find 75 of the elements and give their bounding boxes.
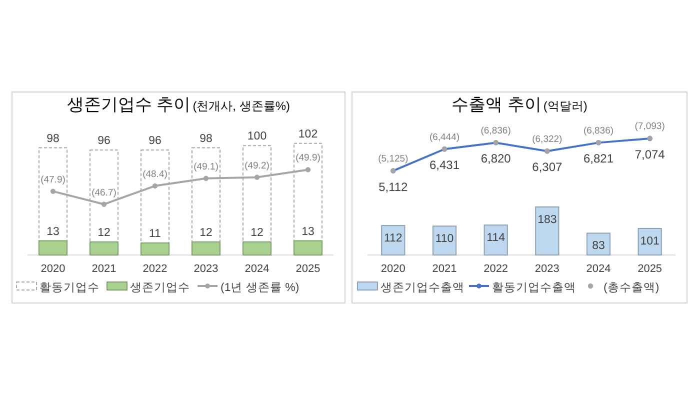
x-tick-label: 2020 xyxy=(40,263,66,275)
data-label: (6,444) xyxy=(429,132,460,143)
point xyxy=(50,188,56,194)
data-label: 6,821 xyxy=(583,152,614,166)
x-tick-label: 2025 xyxy=(296,263,320,275)
data-label: 114 xyxy=(486,232,506,244)
data-label: 183 xyxy=(538,214,557,226)
data-label: 101 xyxy=(640,235,660,248)
x-tick-label: 2021 xyxy=(92,263,116,275)
data-label: 12 xyxy=(98,226,110,239)
data-label: 112 xyxy=(384,232,402,245)
data-label: (6,836) xyxy=(480,125,511,136)
bar xyxy=(191,241,221,256)
x-tick-label: 2022 xyxy=(142,263,168,275)
data-label: (6,322) xyxy=(532,134,562,145)
data-label: 5,112 xyxy=(378,180,408,194)
bar xyxy=(484,224,508,256)
x-tick-label: 2025 xyxy=(638,263,662,275)
data-label: 11 xyxy=(149,228,161,240)
data-label: (7,093) xyxy=(634,121,665,132)
x-tick-label: 2022 xyxy=(484,263,508,275)
x-tick-label: 2021 xyxy=(432,263,457,275)
data-label: 7,074 xyxy=(634,148,666,162)
bar xyxy=(381,225,406,256)
data-label: (49.9) xyxy=(296,152,320,164)
legend-label: 활동기업수 xyxy=(40,282,100,294)
x-tick-label: 2023 xyxy=(194,263,218,275)
data-label: (46.7) xyxy=(92,187,116,198)
data-label: 13 xyxy=(302,226,314,238)
point xyxy=(152,183,158,189)
data-label: 13 xyxy=(46,226,60,238)
point xyxy=(203,176,209,181)
data-label: 6,820 xyxy=(480,152,512,166)
data-label: 83 xyxy=(592,240,605,252)
legend-label: 활동기업수출액 xyxy=(492,281,576,294)
point xyxy=(254,174,260,180)
legend-label: (총수출액) xyxy=(604,281,660,294)
x-tick-label: 2020 xyxy=(380,263,406,275)
bar xyxy=(293,240,323,256)
data-label: 110 xyxy=(435,233,454,246)
x-tick-label: 2024 xyxy=(586,263,611,275)
bar xyxy=(535,206,560,256)
bar xyxy=(89,241,119,256)
bar xyxy=(242,241,272,256)
data-label: 12 xyxy=(250,226,264,239)
text: (억달러) xyxy=(543,99,588,113)
bar xyxy=(38,240,68,256)
data-label: 98 xyxy=(46,132,60,145)
x-tick-label: 2023 xyxy=(534,263,560,275)
bar xyxy=(432,226,457,256)
data-label: 12 xyxy=(200,226,212,239)
data-label: (49.2) xyxy=(244,160,270,172)
data-label: 96 xyxy=(148,134,162,147)
chart-title: 수출액 추이 xyxy=(452,95,542,114)
data-label: (48.4) xyxy=(142,168,168,180)
legend-label: (1년 생존률 %) xyxy=(220,282,300,294)
data-label: 6,307 xyxy=(532,160,563,174)
chart-title: 생존기업수 추이 xyxy=(66,95,191,114)
text: (천개사, 생존률%) xyxy=(192,99,290,113)
bar xyxy=(140,242,170,256)
bar xyxy=(638,228,662,256)
data-label: 98 xyxy=(200,132,212,145)
data-label: (5,125) xyxy=(378,154,408,165)
data-label: 100 xyxy=(247,130,267,143)
data-label: 6,431 xyxy=(429,158,460,172)
data-label: (47.9) xyxy=(40,174,66,186)
point xyxy=(101,202,107,207)
data-label: (49.1) xyxy=(194,161,218,172)
data-label: 96 xyxy=(98,134,110,147)
point xyxy=(305,167,311,172)
data-label: 102 xyxy=(298,128,318,140)
legend-label: 생존기업수 xyxy=(130,282,190,294)
legend-label: 생존기업수출액 xyxy=(380,281,464,294)
data-label: (6,836) xyxy=(583,125,614,136)
x-tick-label: 2024 xyxy=(244,263,270,275)
